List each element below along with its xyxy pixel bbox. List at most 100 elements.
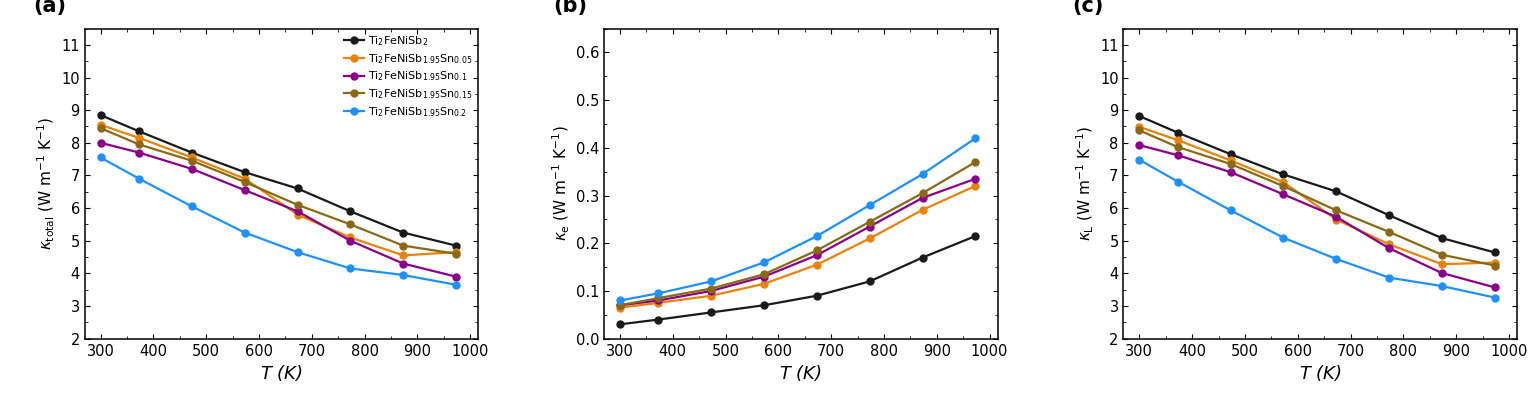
Ti$_2$FeNiSb$_{1.95}$Sn$_{0.05}$ (755, 282, 773, 286)
Ti$_2$FeNiSb$_2$ (1327, 189, 1346, 194)
Ti$_2$FeNiSb$_2$ (1380, 213, 1398, 218)
Ti$_2$FeNiSb$_{1.95}$Sn$_{0.1}$ (236, 188, 254, 193)
Ti$_2$FeNiSb$_{1.95}$Sn$_{0.2}$ (650, 291, 668, 296)
Ti$_2$FeNiSb$_{1.95}$Sn$_{0.15}$ (1486, 263, 1505, 268)
Ti$_2$FeNiSb$_{1.95}$Sn$_{0.05}$ (807, 262, 825, 267)
Ti$_2$FeNiSb$_{1.95}$Sn$_{0.05}$ (394, 253, 413, 258)
Ti$_2$FeNiSb$_{1.95}$Sn$_{0.15}$ (966, 160, 984, 164)
Ti$_2$FeNiSb$_2$ (236, 170, 254, 175)
Y-axis label: $\kappa_{\rm total}$ (W m$^{-1}$ K$^{-1}$): $\kappa_{\rm total}$ (W m$^{-1}$ K$^{-1}… (35, 117, 57, 251)
Ti$_2$FeNiSb$_{1.95}$Sn$_{0.1}$ (288, 209, 306, 214)
Line: Ti$_2$FeNiSb$_{1.95}$Sn$_{0.15}$: Ti$_2$FeNiSb$_{1.95}$Sn$_{0.15}$ (616, 159, 979, 309)
Ti$_2$FeNiSb$_2$ (447, 243, 465, 248)
Ti$_2$FeNiSb$_2$ (1130, 113, 1149, 118)
Ti$_2$FeNiSb$_{1.95}$Sn$_{0.05}$ (966, 184, 984, 188)
Ti$_2$FeNiSb$_{1.95}$Sn$_{0.1}$ (755, 274, 773, 279)
Ti$_2$FeNiSb$_{1.95}$Sn$_{0.1}$ (650, 298, 668, 303)
Ti$_2$FeNiSb$_2$ (1221, 152, 1240, 157)
Ti$_2$FeNiSb$_{1.95}$Sn$_{0.1}$ (861, 224, 879, 229)
Ti$_2$FeNiSb$_{1.95}$Sn$_{0.1}$ (1169, 153, 1187, 157)
X-axis label: $T$ (K): $T$ (K) (779, 363, 822, 383)
Ti$_2$FeNiSb$_{1.95}$Sn$_{0.2}$ (1274, 235, 1292, 240)
Ti$_2$FeNiSb$_{1.95}$Sn$_{0.15}$ (236, 180, 254, 184)
Ti$_2$FeNiSb$_{1.95}$Sn$_{0.2}$ (1380, 275, 1398, 280)
Ti$_2$FeNiSb$_{1.95}$Sn$_{0.05}$ (1432, 262, 1451, 267)
Text: (c): (c) (1072, 0, 1104, 16)
Ti$_2$FeNiSb$_2$ (1274, 172, 1292, 177)
Line: Ti$_2$FeNiSb$_{1.95}$Sn$_{0.2}$: Ti$_2$FeNiSb$_{1.95}$Sn$_{0.2}$ (616, 135, 979, 304)
Ti$_2$FeNiSb$_2$ (288, 186, 306, 191)
Ti$_2$FeNiSb$_{1.95}$Sn$_{0.2}$ (129, 176, 148, 181)
Ti$_2$FeNiSb$_{1.95}$Sn$_{0.2}$ (447, 282, 465, 287)
Ti$_2$FeNiSb$_{1.95}$Sn$_{0.2}$ (342, 266, 360, 271)
Ti$_2$FeNiSb$_{1.95}$Sn$_{0.2}$ (913, 172, 932, 177)
Ti$_2$FeNiSb$_{1.95}$Sn$_{0.15}$ (650, 296, 668, 301)
Ti$_2$FeNiSb$_2$ (966, 234, 984, 239)
Ti$_2$FeNiSb$_{1.95}$Sn$_{0.15}$ (91, 126, 109, 131)
Ti$_2$FeNiSb$_{1.95}$Sn$_{0.2}$ (966, 136, 984, 141)
Ti$_2$FeNiSb$_{1.95}$Sn$_{0.05}$ (129, 135, 148, 140)
Line: Ti$_2$FeNiSb$_2$: Ti$_2$FeNiSb$_2$ (616, 233, 979, 328)
Ti$_2$FeNiSb$_{1.95}$Sn$_{0.1}$ (1221, 170, 1240, 175)
Ti$_2$FeNiSb$_{1.95}$Sn$_{0.15}$ (1130, 128, 1149, 133)
Ti$_2$FeNiSb$_{1.95}$Sn$_{0.15}$ (611, 303, 630, 308)
Ti$_2$FeNiSb$_2$ (702, 310, 721, 315)
Line: Ti$_2$FeNiSb$_{1.95}$Sn$_{0.1}$: Ti$_2$FeNiSb$_{1.95}$Sn$_{0.1}$ (1137, 142, 1498, 291)
Ti$_2$FeNiSb$_{1.95}$Sn$_{0.15}$ (1380, 229, 1398, 234)
Ti$_2$FeNiSb$_{1.95}$Sn$_{0.2}$ (807, 234, 825, 239)
Ti$_2$FeNiSb$_{1.95}$Sn$_{0.15}$ (755, 272, 773, 277)
Ti$_2$FeNiSb$_{1.95}$Sn$_{0.1}$ (611, 303, 630, 308)
Ti$_2$FeNiSb$_{1.95}$Sn$_{0.1}$ (966, 176, 984, 181)
Line: Ti$_2$FeNiSb$_{1.95}$Sn$_{0.05}$: Ti$_2$FeNiSb$_{1.95}$Sn$_{0.05}$ (1137, 123, 1498, 268)
Ti$_2$FeNiSb$_{1.95}$Sn$_{0.05}$ (288, 212, 306, 217)
Ti$_2$FeNiSb$_{1.95}$Sn$_{0.15}$ (342, 222, 360, 227)
Ti$_2$FeNiSb$_{1.95}$Sn$_{0.2}$ (861, 203, 879, 208)
Line: Ti$_2$FeNiSb$_{1.95}$Sn$_{0.05}$: Ti$_2$FeNiSb$_{1.95}$Sn$_{0.05}$ (616, 182, 979, 311)
Ti$_2$FeNiSb$_{1.95}$Sn$_{0.2}$ (288, 250, 306, 255)
Ti$_2$FeNiSb$_{1.95}$Sn$_{0.1}$ (394, 261, 413, 266)
Ti$_2$FeNiSb$_2$ (342, 209, 360, 214)
Ti$_2$FeNiSb$_2$ (650, 317, 668, 322)
Ti$_2$FeNiSb$_2$ (91, 113, 109, 118)
Ti$_2$FeNiSb$_{1.95}$Sn$_{0.1}$ (1274, 192, 1292, 197)
Ti$_2$FeNiSb$_2$ (861, 279, 879, 284)
X-axis label: $T$ (K): $T$ (K) (1298, 363, 1341, 383)
Ti$_2$FeNiSb$_{1.95}$Sn$_{0.1}$ (1486, 285, 1505, 290)
Ti$_2$FeNiSb$_{1.95}$Sn$_{0.15}$ (129, 142, 148, 147)
Ti$_2$FeNiSb$_{1.95}$Sn$_{0.2}$ (1432, 284, 1451, 288)
Ti$_2$FeNiSb$_{1.95}$Sn$_{0.05}$ (1327, 217, 1346, 222)
Ti$_2$FeNiSb$_{1.95}$Sn$_{0.15}$ (861, 220, 879, 224)
Ti$_2$FeNiSb$_2$ (1432, 236, 1451, 241)
Ti$_2$FeNiSb$_{1.95}$Sn$_{0.1}$ (183, 166, 202, 171)
Ti$_2$FeNiSb$_{1.95}$Sn$_{0.1}$ (1432, 271, 1451, 275)
Y-axis label: $\kappa_{\rm e}$ (W m$^{-1}$ K$^{-1}$): $\kappa_{\rm e}$ (W m$^{-1}$ K$^{-1}$) (550, 126, 571, 242)
Ti$_2$FeNiSb$_{1.95}$Sn$_{0.05}$ (447, 250, 465, 255)
Ti$_2$FeNiSb$_2$ (807, 293, 825, 298)
Ti$_2$FeNiSb$_{1.95}$Sn$_{0.05}$ (650, 300, 668, 305)
Ti$_2$FeNiSb$_{1.95}$Sn$_{0.2}$ (611, 298, 630, 303)
Ti$_2$FeNiSb$_{1.95}$Sn$_{0.05}$ (861, 236, 879, 241)
Text: (b): (b) (553, 0, 587, 16)
Ti$_2$FeNiSb$_{1.95}$Sn$_{0.05}$ (1221, 158, 1240, 163)
Ti$_2$FeNiSb$_{1.95}$Sn$_{0.2}$ (1169, 179, 1187, 184)
Ti$_2$FeNiSb$_{1.95}$Sn$_{0.15}$ (288, 202, 306, 207)
Ti$_2$FeNiSb$_{1.95}$Sn$_{0.05}$ (91, 122, 109, 127)
Ti$_2$FeNiSb$_2$ (913, 255, 932, 260)
Line: Ti$_2$FeNiSb$_{1.95}$Sn$_{0.2}$: Ti$_2$FeNiSb$_{1.95}$Sn$_{0.2}$ (1137, 156, 1498, 301)
Ti$_2$FeNiSb$_{1.95}$Sn$_{0.2}$ (183, 204, 202, 209)
Ti$_2$FeNiSb$_{1.95}$Sn$_{0.2}$ (394, 273, 413, 277)
Ti$_2$FeNiSb$_{1.95}$Sn$_{0.2}$ (1327, 257, 1346, 262)
Y-axis label: $\kappa_{\rm L}$ (W m$^{-1}$ K$^{-1}$): $\kappa_{\rm L}$ (W m$^{-1}$ K$^{-1}$) (1075, 126, 1096, 241)
Ti$_2$FeNiSb$_{1.95}$Sn$_{0.15}$ (183, 158, 202, 163)
Ti$_2$FeNiSb$_2$ (755, 303, 773, 308)
Line: Ti$_2$FeNiSb$_{1.95}$Sn$_{0.15}$: Ti$_2$FeNiSb$_{1.95}$Sn$_{0.15}$ (97, 124, 459, 257)
Line: Ti$_2$FeNiSb$_{1.95}$Sn$_{0.05}$: Ti$_2$FeNiSb$_{1.95}$Sn$_{0.05}$ (97, 121, 459, 259)
Line: Ti$_2$FeNiSb$_{1.95}$Sn$_{0.1}$: Ti$_2$FeNiSb$_{1.95}$Sn$_{0.1}$ (97, 139, 459, 280)
Line: Ti$_2$FeNiSb$_{1.95}$Sn$_{0.15}$: Ti$_2$FeNiSb$_{1.95}$Sn$_{0.15}$ (1137, 127, 1498, 269)
Ti$_2$FeNiSb$_{1.95}$Sn$_{0.15}$ (807, 248, 825, 253)
Ti$_2$FeNiSb$_{1.95}$Sn$_{0.2}$ (236, 230, 254, 235)
Ti$_2$FeNiSb$_{1.95}$Sn$_{0.2}$ (1130, 157, 1149, 162)
Ti$_2$FeNiSb$_{1.95}$Sn$_{0.1}$ (91, 140, 109, 145)
Ti$_2$FeNiSb$_{1.95}$Sn$_{0.15}$ (702, 286, 721, 291)
Ti$_2$FeNiSb$_{1.95}$Sn$_{0.15}$ (1327, 208, 1346, 213)
